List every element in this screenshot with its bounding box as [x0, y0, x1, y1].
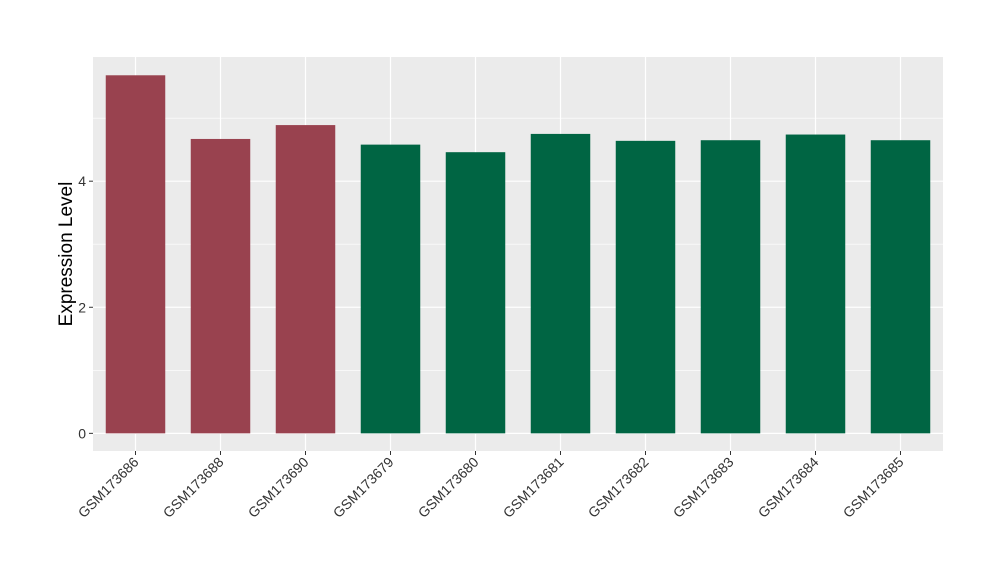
bars: [105, 75, 931, 434]
bar: [785, 134, 846, 434]
x-tick-label: GSM173683: [670, 454, 737, 521]
x-tick-label: GSM173680: [415, 454, 482, 521]
y-axis-title: Expression Level: [56, 182, 77, 327]
x-tick-label: GSM173679: [330, 454, 397, 521]
bar: [445, 152, 506, 434]
bar: [360, 144, 421, 434]
x-tick-label: GSM173681: [500, 454, 567, 521]
y-tick-label: 0: [78, 425, 86, 441]
x-tick-label: GSM173684: [755, 454, 822, 521]
y-tick-label: 4: [78, 173, 86, 189]
y-tick-label: 2: [78, 299, 86, 315]
x-tick-label: GSM173686: [75, 454, 142, 521]
x-axis: GSM173686 GSM173688 GSM173690 GSM173679 GSM1…: [75, 451, 907, 521]
bar: [700, 140, 761, 434]
x-tick-label: GSM173688: [160, 454, 227, 521]
bar: [615, 140, 676, 434]
y-axis: 0 2 4: [78, 173, 93, 441]
bar: [275, 125, 336, 434]
x-tick-label: GSM173682: [585, 454, 652, 521]
bar: [870, 140, 931, 434]
x-tick-label: GSM173690: [245, 454, 312, 521]
bar: [530, 133, 591, 434]
bar: [105, 75, 166, 434]
bar: [190, 138, 251, 434]
x-tick-label: GSM173685: [840, 454, 907, 521]
